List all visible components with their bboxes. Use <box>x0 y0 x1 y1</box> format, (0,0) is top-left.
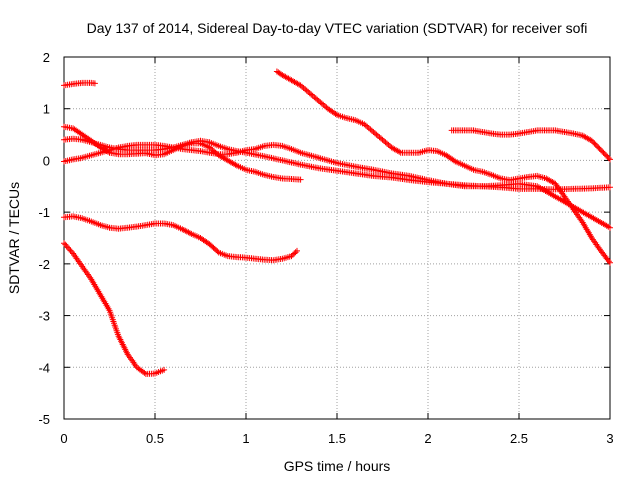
y-tick-label: -2 <box>38 257 50 272</box>
series-track-3 <box>61 213 300 264</box>
series-markers <box>61 141 613 231</box>
series-markers <box>61 213 300 264</box>
y-tick-label: -3 <box>38 309 50 324</box>
x-tick-label: 2 <box>424 431 431 446</box>
series-track-8 <box>448 127 613 163</box>
series-track-2 <box>61 240 168 377</box>
chart-title: Day 137 of 2014, Sidereal Day-to-day VTE… <box>87 20 588 36</box>
series-markers <box>61 240 168 377</box>
x-tick-label: 0.5 <box>146 431 164 446</box>
series-markers <box>61 79 98 89</box>
y-tick-label: -5 <box>38 412 50 427</box>
y-tick-label: 2 <box>43 50 50 65</box>
series-markers <box>273 68 613 266</box>
y-tick-label: -1 <box>38 205 50 220</box>
x-tick-label: 1 <box>242 431 249 446</box>
x-axis-label: GPS time / hours <box>284 458 391 474</box>
series-track-7 <box>273 68 613 266</box>
y-axis-label: SDTVAR / TECUs <box>6 182 22 294</box>
y-tick-label: 1 <box>43 102 50 117</box>
x-tick-label: 2.5 <box>510 431 528 446</box>
y-tick-label: 0 <box>43 153 50 168</box>
series-layer <box>61 68 613 377</box>
x-tick-label: 1.5 <box>328 431 346 446</box>
y-tick-label: -4 <box>38 360 50 375</box>
x-tick-label: 3 <box>606 431 613 446</box>
series-track-1 <box>61 79 98 89</box>
series-track-6 <box>61 141 613 231</box>
x-tick-label: 0 <box>60 431 67 446</box>
x-tick-labels: 0 0.5 1 1.5 2 2.5 3 <box>60 431 613 446</box>
plot-frame <box>63 56 611 420</box>
series-markers <box>448 127 613 163</box>
y-tick-labels: 2 1 0 -1 -2 -3 -4 -5 <box>38 50 50 427</box>
